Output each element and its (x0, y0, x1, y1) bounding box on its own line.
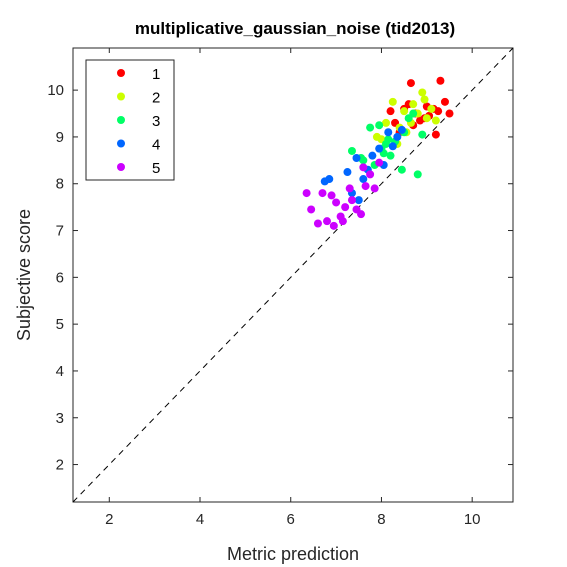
legend-marker-2 (117, 92, 125, 101)
legend-label-4: 4 (152, 137, 160, 154)
y-tick-label: 4 (56, 363, 64, 380)
data-point-series-5 (361, 182, 370, 191)
data-point-series-5 (366, 170, 375, 179)
data-point-series-1 (445, 109, 454, 118)
legend-label-2: 2 (152, 90, 160, 107)
data-point-series-3 (413, 170, 422, 179)
data-point-series-2 (427, 104, 436, 113)
x-tick-label: 10 (464, 511, 481, 528)
data-point-series-3 (397, 165, 406, 174)
x-tick-label: 6 (287, 511, 295, 528)
data-point-series-4 (388, 142, 397, 151)
data-point-series-5 (357, 210, 366, 219)
data-point-series-2 (409, 100, 418, 109)
data-point-series-3 (404, 114, 413, 123)
data-point-series-3 (366, 123, 375, 132)
data-point-series-4 (359, 175, 368, 184)
data-point-series-2 (400, 107, 409, 116)
x-axis-label: Metric prediction (227, 544, 359, 564)
legend-label-1: 1 (152, 66, 160, 83)
data-point-series-5 (345, 184, 354, 193)
y-axis-label: Subjective score (14, 209, 34, 341)
data-point-series-4 (354, 196, 363, 205)
data-point-series-5 (338, 217, 347, 226)
data-point-series-5 (323, 217, 332, 226)
data-point-series-1 (440, 97, 449, 106)
data-point-series-2 (372, 132, 381, 141)
data-point-series-3 (375, 121, 384, 130)
data-point-series-1 (386, 107, 395, 116)
y-tick-label: 3 (56, 410, 64, 427)
data-point-series-5 (318, 189, 327, 198)
data-point-series-5 (341, 203, 350, 212)
data-point-series-5 (307, 205, 316, 214)
data-point-series-5 (359, 163, 368, 172)
legend-marker-3 (117, 116, 125, 124)
x-tick-label: 8 (377, 511, 385, 528)
data-point-series-2 (420, 95, 429, 104)
legend-marker-5 (117, 163, 125, 171)
data-point-series-3 (418, 130, 427, 139)
chart-title: multiplicative_gaussian_noise (tid2013) (135, 19, 455, 38)
legend-label-3: 3 (152, 113, 160, 130)
data-point-series-1 (406, 79, 415, 88)
data-point-series-4 (375, 144, 384, 153)
legend-box (85, 59, 175, 181)
y-tick-label: 6 (56, 269, 64, 286)
data-point-series-2 (422, 114, 431, 123)
legend-marker-4 (117, 139, 125, 148)
data-point-series-5 (347, 196, 356, 205)
data-point-series-4 (397, 125, 406, 134)
y-tick-label: 10 (47, 82, 64, 99)
data-point-series-2 (388, 97, 397, 106)
y-tick-label: 8 (56, 176, 64, 193)
data-point-series-1 (416, 116, 425, 125)
data-point-series-4 (384, 128, 393, 137)
data-point-series-5 (327, 191, 336, 200)
data-point-series-5 (370, 184, 379, 193)
data-point-series-3 (347, 146, 356, 155)
data-point-series-5 (313, 219, 322, 228)
data-point-series-4 (393, 132, 402, 141)
y-tick-label: 5 (56, 316, 64, 333)
data-point-series-1 (436, 76, 445, 85)
y-tick-label: 2 (56, 457, 64, 474)
y-axis: 2 3 4 5 6 7 8 9 10 (47, 82, 513, 474)
data-point-series-5 (332, 198, 341, 207)
x-tick-label: 2 (105, 511, 113, 528)
data-point-series-4 (352, 153, 361, 162)
data-point-series-5 (302, 189, 311, 198)
data-point-series-4 (343, 168, 352, 177)
y-tick-label: 9 (56, 129, 64, 146)
data-point-series-1 (434, 107, 443, 116)
data-point-series-2 (381, 118, 390, 127)
y-tick-label: 7 (56, 223, 64, 240)
data-point-series-1 (431, 130, 440, 139)
data-point-series-4 (325, 175, 334, 184)
data-point-series-2 (418, 88, 427, 97)
legend-label-5: 5 (152, 160, 160, 177)
x-tick-label: 4 (196, 511, 204, 528)
data-point-series-2 (431, 116, 440, 125)
data-point-series-5 (329, 221, 338, 230)
data-point-series-3 (384, 135, 393, 144)
legend: 1 2 3 4 5 (85, 59, 175, 181)
data-point-series-5 (375, 158, 384, 167)
data-point-series-3 (386, 151, 395, 160)
scatter-points (302, 76, 454, 230)
legend-marker-1 (117, 69, 125, 77)
x-axis: 2 4 6 8 10 (105, 48, 481, 528)
data-point-series-4 (368, 151, 377, 160)
